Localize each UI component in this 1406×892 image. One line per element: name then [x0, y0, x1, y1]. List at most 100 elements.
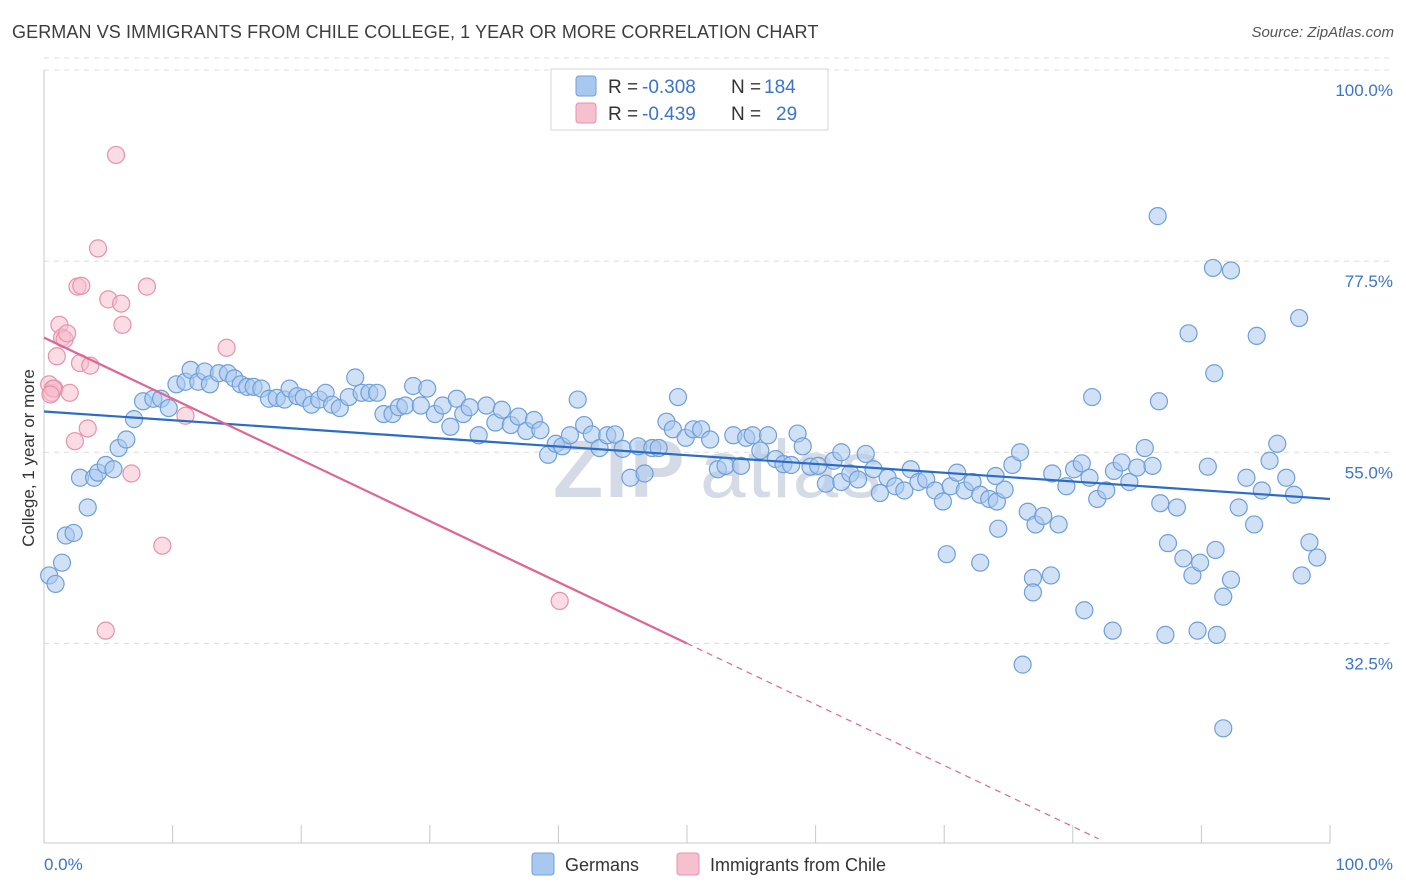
- germans-point-186: [1179, 324, 1198, 343]
- chile-point-11: [72, 276, 91, 295]
- legend-n-label-chile: N =: [731, 104, 761, 125]
- germans-point-150: [1151, 494, 1170, 513]
- legend-swatch-germans: [575, 75, 597, 97]
- germans-point-72: [560, 426, 580, 445]
- chile-point-25: [217, 338, 236, 357]
- germans-point-164: [1260, 451, 1279, 470]
- chile-point-22: [137, 277, 156, 296]
- y-tick-label-1: 77.5%: [1345, 272, 1393, 291]
- germans-point-145: [1112, 453, 1131, 472]
- y-tick-label-0: 100.0%: [1335, 81, 1393, 100]
- source-credit: Source: ZipAtlas.com: [1251, 24, 1394, 41]
- germans-point-167: [1284, 485, 1304, 504]
- germans-point-61: [477, 396, 496, 415]
- germans-point-73: [568, 390, 587, 409]
- x-tick-label-max: 100.0%: [1335, 855, 1393, 874]
- y-tick-label-3: 32.5%: [1345, 654, 1393, 673]
- y-tick-labels: 100.0% 77.5% 55.0% 32.5%: [1335, 81, 1393, 673]
- germans-point-194: [832, 443, 851, 462]
- legend-n-value-germans: 184: [764, 77, 796, 98]
- legend-n-label-germans: N =: [731, 77, 761, 98]
- germans-point-184: [1203, 258, 1223, 278]
- chile-point-13: [78, 419, 97, 438]
- chile-point-23: [153, 536, 172, 555]
- germans-point-191: [1207, 625, 1226, 644]
- germans-point-87: [668, 387, 688, 407]
- axes: [43, 70, 1331, 844]
- germans-point-137: [1049, 515, 1068, 534]
- germans-point-172: [1082, 387, 1102, 407]
- legend-swatch-chile: [575, 102, 597, 124]
- germans-point-97: [743, 426, 762, 445]
- chile-point-15: [88, 239, 108, 258]
- germans-point-114: [870, 483, 890, 503]
- germans-point-98: [751, 441, 770, 460]
- x-tick-label-min: 0.0%: [44, 855, 83, 874]
- chile-point-9: [65, 432, 84, 451]
- germans-point-86: [663, 420, 682, 439]
- germans-point-178: [1041, 566, 1061, 585]
- germans-point-140: [1072, 454, 1091, 473]
- germans-point-166: [1277, 468, 1296, 487]
- germans-point-182: [1075, 601, 1094, 620]
- germans-point-170: [1308, 548, 1327, 567]
- legend-n-value-chile: 29: [776, 104, 797, 125]
- chile-point-18: [106, 145, 126, 165]
- germans-point-6: [78, 498, 97, 517]
- chart-title: GERMAN VS IMMIGRANTS FROM CHILE COLLEGE,…: [12, 22, 819, 42]
- germans-point-168: [1292, 566, 1311, 585]
- chile-point-26: [550, 591, 569, 611]
- series-legend-swatch-germans: [531, 852, 555, 876]
- germans-point-1: [46, 574, 65, 594]
- series-legend-label-chile: Immigrants from Chile: [710, 855, 886, 875]
- chile-point-8: [60, 383, 79, 402]
- germans-point-171: [1149, 392, 1169, 411]
- germans-point-177: [1188, 621, 1207, 640]
- germans-point-183: [1148, 207, 1167, 226]
- germans-point-160: [1229, 498, 1248, 517]
- germans-points: [40, 207, 1327, 738]
- germans-point-162: [1245, 515, 1264, 534]
- y-tick-label-2: 55.0%: [1345, 463, 1393, 482]
- x-tick-labels: 0.0% 100.0%: [44, 855, 1393, 874]
- germans-point-136: [1043, 464, 1062, 483]
- germans-point-91: [701, 430, 720, 449]
- germans-point-165: [1268, 434, 1287, 453]
- germans-point-82: [635, 464, 654, 483]
- germans-point-79: [613, 439, 632, 458]
- series-legend: Germans Immigrants from Chile: [531, 852, 886, 876]
- germans-point-112: [856, 444, 875, 464]
- legend-r-label-chile: R =: [608, 104, 638, 125]
- germans-point-175: [989, 519, 1008, 538]
- germans-point-12: [117, 430, 136, 449]
- germans-point-104: [793, 437, 812, 456]
- germans-point-185: [1221, 261, 1241, 280]
- chile-point-28: [41, 385, 60, 404]
- germans-point-156: [1198, 457, 1217, 476]
- germans-point-169: [1300, 533, 1319, 552]
- legend-r-label-germans: R =: [608, 77, 638, 98]
- germans-point-17: [159, 398, 178, 418]
- germans-point-158: [1214, 587, 1233, 606]
- germans-point-60: [469, 426, 488, 445]
- stats-legend: R = -0.308 N = 184 R = -0.439 N = 29: [550, 68, 829, 131]
- germans-point-13: [124, 410, 144, 429]
- germans-point-159: [1221, 570, 1241, 589]
- germans-point-57: [447, 389, 466, 408]
- germans-point-95: [731, 456, 751, 475]
- germans-point-111: [848, 470, 868, 489]
- germans-point-132: [1010, 443, 1030, 462]
- series-legend-swatch-chile: [676, 852, 700, 876]
- germans-point-59: [460, 398, 479, 417]
- germans-point-4: [64, 523, 83, 543]
- germans-point-148: [1135, 438, 1154, 458]
- germans-point-155: [1191, 553, 1210, 572]
- germans-point-192: [1103, 621, 1122, 640]
- germans-point-163: [1252, 481, 1271, 500]
- germans-point-157: [1206, 540, 1225, 560]
- germans-point-10: [104, 460, 123, 479]
- germans-point-161: [1237, 468, 1256, 487]
- germans-point-43: [346, 368, 365, 387]
- germans-point-106: [809, 456, 828, 475]
